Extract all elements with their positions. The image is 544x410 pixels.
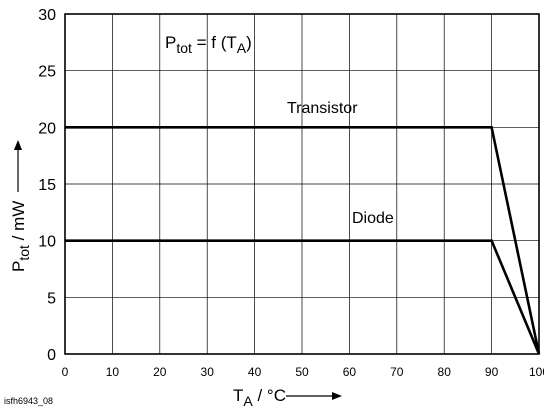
y-tick-label-0: 0: [47, 347, 56, 364]
x-tick-label-5: 50: [295, 365, 309, 379]
y-tick-label-1: 5: [47, 290, 56, 307]
x-tick-label-6: 60: [343, 365, 357, 379]
formula-annotation: Ptot = f (TA): [165, 33, 252, 56]
series-layer: [65, 126, 541, 355]
y-tick-label-5: 25: [38, 64, 56, 81]
x-tick-labels: 0 10 20 30 40 50 60 70 80 90 100: [62, 365, 544, 379]
series-label-diode: Diode: [352, 210, 394, 227]
x-tick-label-1: 10: [106, 365, 120, 379]
x-tick-label-2: 20: [153, 365, 167, 379]
y-tick-labels: 0 5 10 15 20 25 30: [38, 7, 56, 364]
series-line-transistor: [65, 126, 541, 355]
grid: [64, 13, 540, 355]
y-tick-label-4: 20: [38, 120, 56, 137]
x-axis-arrow: [286, 392, 342, 400]
figure-id-label: isfh6943_08: [4, 396, 53, 406]
x-tick-label-8: 80: [438, 365, 452, 379]
y-axis-label: Ptot / mW: [9, 201, 32, 272]
series-label-transistor: Transistor: [287, 100, 358, 117]
y-tick-label-2: 10: [38, 234, 56, 251]
plot-frame: [64, 13, 540, 355]
x-axis-label: TA / °C: [233, 386, 286, 409]
x-tick-label-7: 70: [390, 365, 404, 379]
x-tick-label-0: 0: [62, 365, 69, 379]
x-tick-label-10: 100: [529, 365, 544, 379]
x-tick-label-4: 40: [248, 365, 262, 379]
x-tick-label-9: 90: [485, 365, 499, 379]
series-line-diode: [65, 239, 541, 355]
x-tick-label-3: 30: [201, 365, 215, 379]
y-axis-arrow: [14, 140, 22, 192]
y-tick-label-3: 15: [38, 177, 56, 194]
y-tick-label-6: 30: [38, 7, 56, 24]
